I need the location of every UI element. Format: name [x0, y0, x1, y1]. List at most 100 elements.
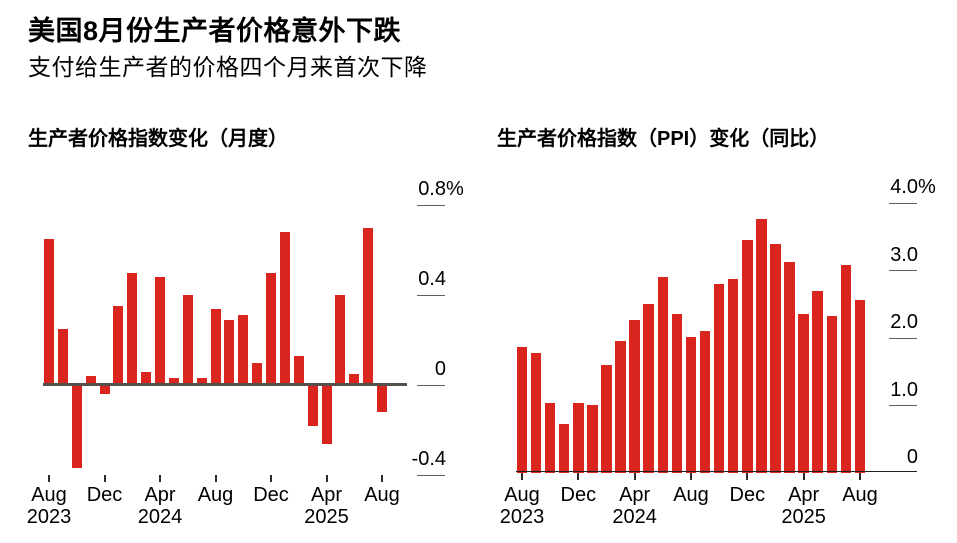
x-tick — [689, 473, 692, 480]
y-tick — [417, 204, 445, 206]
x-tick — [325, 475, 328, 482]
x-tick-label: Apr 2024 — [115, 484, 205, 528]
bar-aug-2025 — [377, 385, 387, 412]
y-tick — [889, 270, 917, 271]
x-tick-label: Apr 2025 — [759, 484, 849, 528]
x-tick-label: Aug 2023 — [477, 484, 567, 528]
x-tick-label: Apr 2025 — [282, 484, 372, 528]
bar-feb-2025 — [293, 355, 304, 385]
chart-monthly-title: 生产者价格指数变化（月度） — [28, 128, 288, 150]
bar-oct-2023 — [544, 402, 556, 473]
bar-nov-2024 — [727, 278, 739, 473]
x-tick-month: Aug — [504, 484, 540, 506]
x-tick — [802, 473, 805, 480]
bar-jan-2024 — [587, 404, 598, 473]
x-tick-year: 2023 — [26, 506, 72, 528]
x-tick — [48, 475, 50, 482]
percent-suffix: % — [446, 178, 464, 200]
bar-jan-2025 — [756, 218, 767, 473]
x-tick-label: Dec — [533, 484, 623, 506]
x-tick-month: Dec — [86, 484, 123, 506]
zero-axis — [43, 382, 407, 386]
bar-dec-2023 — [99, 385, 110, 394]
x-tick — [858, 473, 861, 480]
x-tick-label: Aug — [815, 484, 905, 506]
x-tick-month: Aug — [364, 484, 400, 506]
bar-jun-2024 — [657, 277, 669, 473]
x-tick-month: Apr — [310, 484, 343, 506]
y-tick-label: 4.0% — [890, 176, 936, 198]
bar-aug-2023 — [516, 346, 528, 473]
x-tick-label: Aug — [171, 484, 261, 506]
x-tick — [633, 473, 636, 480]
bar-oct-2023 — [71, 385, 82, 469]
x-tick — [103, 475, 106, 482]
bar-sep-2024 — [224, 319, 235, 385]
x-tick-month: Aug — [31, 484, 67, 506]
bar-nov-2023 — [85, 376, 96, 385]
y-tick-label: 0 — [434, 358, 446, 380]
bar-dec-2024 — [742, 240, 753, 473]
bar-oct-2024 — [713, 284, 725, 473]
bar-jun-2025 — [349, 373, 360, 385]
x-tick-year: 2025 — [781, 506, 826, 528]
x-tick-month: Apr — [788, 484, 820, 506]
x-tick-label: Dec — [226, 484, 316, 506]
bar-apr-2024 — [155, 277, 165, 385]
chart-yoy-title: 生产者价格指数（PPI）变化（同比） — [497, 128, 830, 150]
x-tick-month: Dec — [560, 484, 597, 506]
bar-feb-2024 — [601, 365, 612, 473]
x-tick-label: Aug 2023 — [4, 484, 94, 528]
x-tick-label: Aug — [337, 484, 427, 506]
bar-nov-2024 — [252, 362, 263, 385]
y-tick — [889, 405, 917, 406]
x-tick-year: 2024 — [612, 506, 657, 528]
y-tick-label: 0 — [906, 446, 918, 468]
bar-sep-2023 — [530, 352, 542, 473]
bar-jan-2024 — [113, 306, 124, 385]
y-tick-label: 3.0 — [890, 243, 918, 266]
y-tick — [417, 474, 445, 476]
bar-may-2024 — [168, 378, 179, 385]
x-tick — [214, 475, 217, 482]
y-tick — [417, 294, 445, 296]
x-tick — [381, 475, 383, 482]
bar-dec-2023 — [573, 403, 584, 473]
bar-nov-2023 — [558, 423, 570, 473]
x-tick-month: Aug — [673, 484, 709, 506]
y-tick-label: 0.8% — [418, 178, 464, 200]
x-tick-month: Apr — [619, 484, 651, 506]
bar-mar-2024 — [615, 341, 626, 473]
percent-suffix: % — [918, 176, 936, 198]
x-tick-month: Apr — [144, 484, 176, 506]
bar-sep-2023 — [57, 328, 68, 385]
y-tick-label: 2.0 — [890, 311, 918, 333]
x-tick-month: Dec — [729, 484, 766, 506]
x-tick-year: 2025 — [304, 506, 349, 528]
page-title: 美国8月份生产者价格意外下跌 — [28, 16, 402, 46]
zero-axis — [516, 470, 917, 473]
bar-mar-2024 — [141, 371, 152, 385]
bar-feb-2025 — [770, 243, 781, 473]
bar-jul-2024 — [671, 313, 683, 473]
x-tick — [159, 475, 161, 482]
x-tick-year: 2023 — [499, 506, 545, 528]
x-tick-month: Dec — [253, 484, 289, 506]
bar-apr-2025 — [798, 313, 809, 473]
bar-jul-2024 — [196, 378, 207, 385]
x-tick-label: Apr 2024 — [590, 484, 680, 528]
page-subtitle: 支付给生产者的价格四个月来首次下降 — [28, 54, 428, 80]
bar-aug-2024 — [685, 336, 697, 473]
bar-aug-2024 — [210, 308, 221, 385]
y-tick — [417, 384, 445, 386]
bar-jul-2025 — [840, 265, 852, 473]
x-tick — [577, 473, 580, 480]
bar-jan-2025 — [279, 232, 290, 385]
bar-apr-2025 — [321, 385, 332, 444]
x-tick-month: Aug — [197, 484, 234, 506]
bar-may-2024 — [643, 304, 654, 473]
y-tick-label: 1.0 — [890, 378, 918, 401]
bar-sep-2024 — [699, 331, 711, 473]
y-tick — [889, 202, 917, 204]
bar-feb-2024 — [127, 272, 138, 385]
